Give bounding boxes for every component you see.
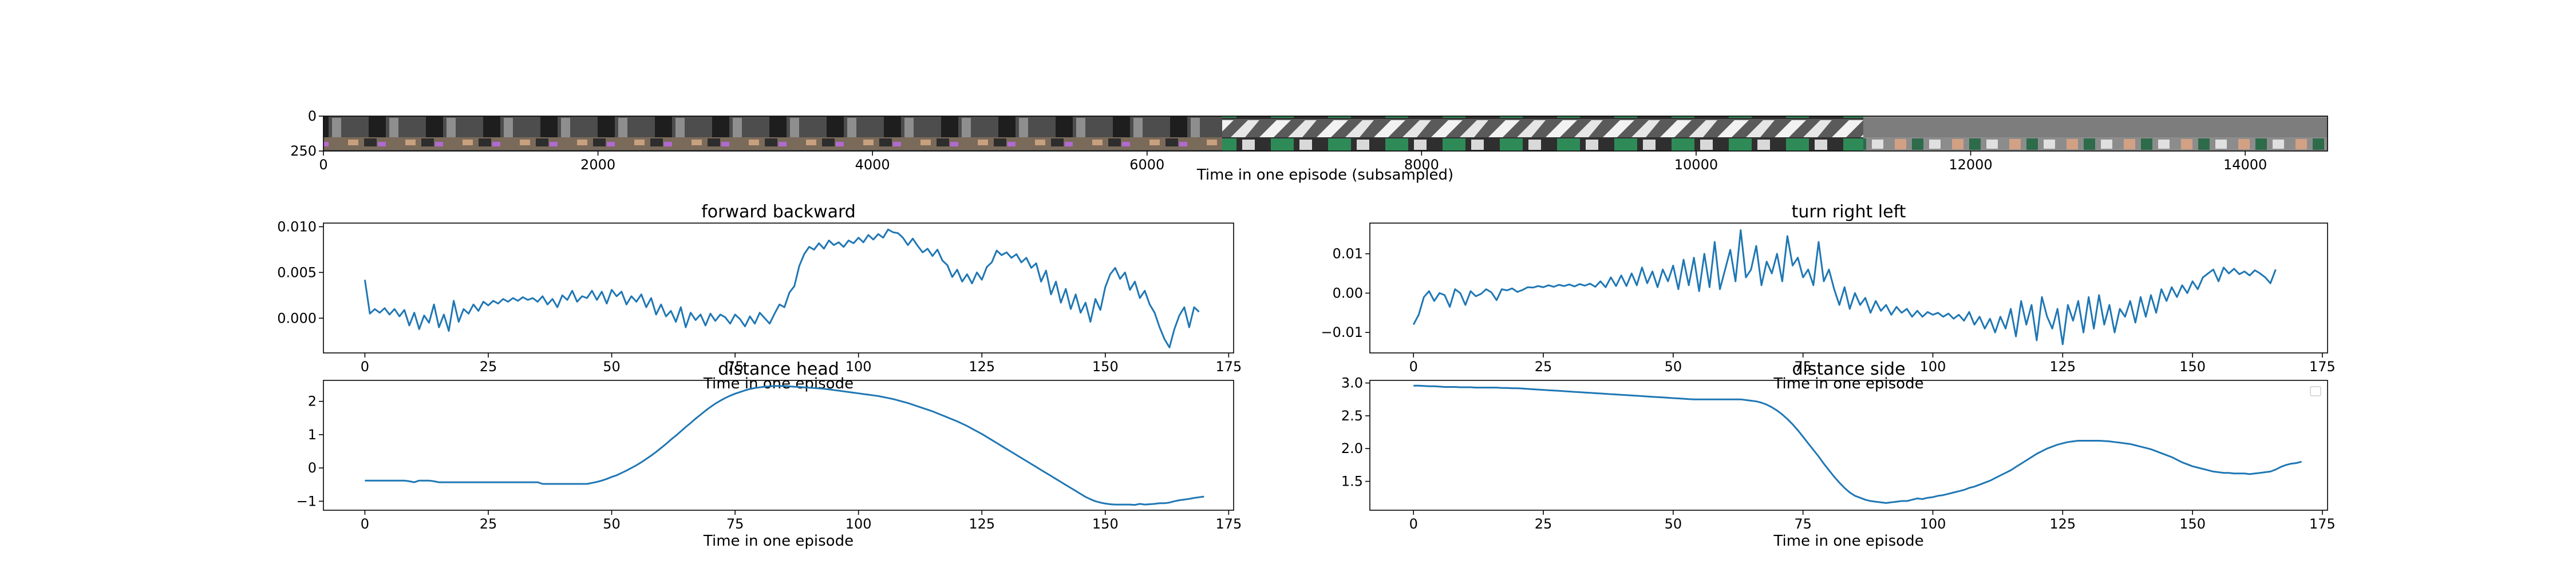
distance-head-series-line [365, 385, 1204, 506]
x-tick-label: 150 [1092, 516, 1119, 532]
x-tick-label: 25 [1535, 359, 1552, 375]
x-tick-label: 175 [2309, 516, 2336, 532]
x-tick-label: 175 [2309, 359, 2336, 375]
x-tick-label: 0 [319, 157, 327, 173]
x-tick-label: 0 [361, 516, 369, 532]
x-tick-label: 25 [480, 359, 497, 375]
x-tick-label: 100 [846, 516, 872, 532]
y-tick-label: −0.01 [1321, 324, 1363, 340]
distance-side-plot-frame [1369, 380, 2328, 511]
y-tick-label: −1 [297, 493, 317, 509]
image-strip-x-label: Time in one episode (subsampled) [1196, 166, 1453, 184]
forward-backward-title: forward backward [701, 202, 856, 222]
x-tick-label: 50 [1665, 359, 1682, 375]
x-tick-label: 50 [1665, 516, 1682, 532]
forward-backward-chart: 0 25 50 75 100 125 150 175 0.000 0.005 0.010 forwar… [277, 202, 1242, 392]
image-strip-segment [1222, 116, 1863, 151]
distance-side-series-line [1413, 384, 2302, 504]
x-tick-label: 25 [480, 516, 497, 532]
distance-head-title: distance head [718, 359, 839, 379]
distance-side-x-label: Time in one episode [1773, 533, 1923, 550]
x-tick-label: 100 [1920, 359, 1946, 375]
x-tick-label: 100 [846, 359, 872, 375]
y-tick-label: 1 [308, 427, 317, 443]
x-tick-label: 0 [361, 359, 369, 375]
distance-side-chart: 0 25 50 75 100 125 150 175 1.5 2.0 2.5 3.0 distance … [1341, 359, 2336, 550]
x-tick-label: 50 [603, 516, 621, 532]
y-tick-label: 2 [308, 394, 317, 410]
image-strip-y-ticks: 0 250 [290, 108, 323, 159]
x-tick-label: 14000 [2223, 157, 2267, 173]
x-tick-label: 75 [726, 359, 744, 375]
empty-legend-box [2310, 386, 2321, 396]
x-tick-label: 125 [969, 359, 995, 375]
x-tick-label: 0 [1409, 516, 1418, 532]
turn-right-left-title: turn right left [1792, 202, 1906, 222]
x-tick-label: 12000 [1949, 157, 1992, 173]
x-tick-label: 150 [2179, 359, 2206, 375]
x-tick-label: 100 [1920, 516, 1946, 532]
image-strip-segment [1863, 116, 2328, 151]
image-strip-frame [323, 116, 2328, 152]
forward-backward-plot-frame [323, 223, 1234, 353]
x-tick-label: 75 [1794, 359, 1812, 375]
distance-side-title: distance side [1792, 359, 1905, 379]
x-tick-label: 50 [603, 359, 621, 375]
x-tick-label: 150 [2179, 516, 2206, 532]
x-tick-label: 125 [969, 516, 995, 532]
x-tick-label: 175 [1215, 516, 1242, 532]
x-tick-label: 125 [2049, 359, 2076, 375]
y-tick-label: 0.000 [277, 310, 317, 326]
turn-right-left-chart: 0 25 50 75 100 125 150 175 −0.01 0.00 0.01 turn rig… [1321, 202, 2335, 392]
x-tick-label: 0 [1409, 359, 1418, 375]
y-tick-label: 250 [290, 143, 317, 159]
y-tick-label: 0.00 [1333, 285, 1363, 301]
x-tick-label: 125 [2049, 516, 2076, 532]
x-tick-label: 175 [1215, 359, 1242, 375]
x-tick-label: 75 [1794, 516, 1812, 532]
x-tick-label: 75 [726, 516, 744, 532]
turn-right-left-plot-frame [1369, 223, 2328, 353]
x-tick-label: 6000 [1129, 157, 1164, 173]
x-tick-label: 2000 [580, 157, 615, 173]
y-tick-label: 2.5 [1341, 408, 1363, 424]
y-tick-label: 2.0 [1341, 440, 1363, 456]
y-tick-label: 0 [308, 108, 317, 124]
distance-head-chart: 0 25 50 75 100 125 150 175 −1 0 1 2 distance head Tim… [297, 359, 1242, 550]
distance-head-x-label: Time in one episode [703, 533, 854, 550]
x-tick-label: 25 [1535, 516, 1552, 532]
x-tick-label: 8000 [1404, 157, 1439, 173]
distance-head-plot-frame [323, 380, 1234, 511]
forward-backward-series-line [364, 228, 1200, 348]
x-tick-label: 10000 [1674, 157, 1718, 173]
y-tick-label: 0.010 [277, 219, 317, 235]
y-tick-label: 0.01 [1333, 246, 1363, 262]
image-strip-segment [323, 116, 1222, 151]
image-strip-x-ticks: 0 2000 4000 6000 8000 10000 12000 14000 [319, 151, 2267, 173]
turn-right-left-x-label: Time in one episode [1773, 375, 1923, 392]
x-tick-label: 4000 [855, 157, 890, 173]
y-tick-label: 0 [308, 460, 317, 476]
turn-right-left-series-line [1412, 229, 2277, 345]
y-tick-label: 3.0 [1341, 375, 1363, 391]
x-tick-label: 150 [1092, 359, 1119, 375]
y-tick-label: 0.005 [277, 264, 317, 280]
y-tick-label: 1.5 [1341, 474, 1363, 490]
